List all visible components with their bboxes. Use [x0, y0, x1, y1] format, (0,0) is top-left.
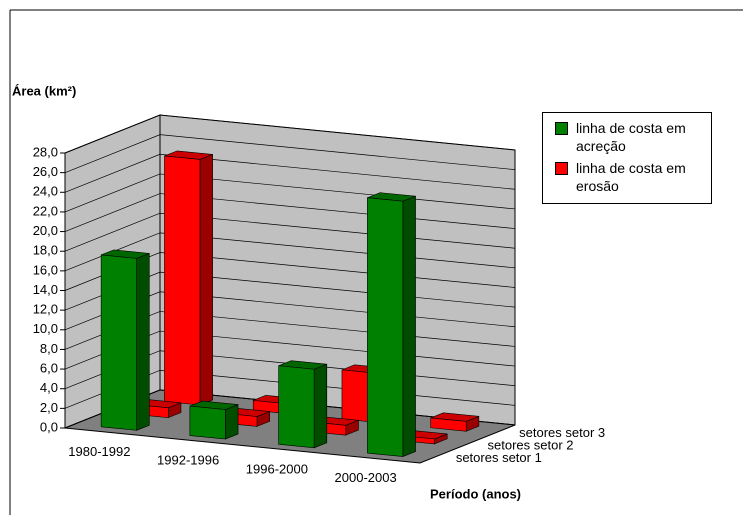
bar	[100, 249, 150, 431]
y-axis-title: Área (km²)	[12, 83, 76, 98]
y-tick-label: 28,0	[33, 144, 58, 159]
y-tick-label: 14,0	[33, 282, 58, 297]
legend-label: linha de costa em erosão	[576, 160, 686, 194]
bar-front	[164, 155, 201, 406]
y-tick-label: 8,0	[40, 341, 58, 356]
x-tick-label: 1996-2000	[246, 461, 308, 476]
bar	[189, 400, 239, 440]
bar-front	[100, 254, 137, 431]
legend-swatch	[555, 162, 568, 175]
legend-item: linha de costa em erosão	[555, 159, 705, 195]
bar-front	[189, 405, 226, 440]
legend-item: linha de costa em acreção	[555, 119, 705, 155]
legend: linha de costa em acreção linha de costa …	[542, 112, 712, 204]
bar	[430, 412, 480, 432]
bar-side	[136, 252, 150, 431]
grid-line	[64, 114, 516, 154]
y-tick-label: 26,0	[33, 164, 58, 179]
bar-front	[367, 197, 404, 457]
grid-line	[64, 134, 516, 173]
bar	[367, 192, 416, 458]
depth-tick-label: setores setor 3	[519, 425, 605, 440]
bar-front	[430, 417, 467, 432]
x-tick-label: 1992-1996	[157, 453, 219, 468]
bar	[164, 150, 213, 406]
y-tick-label: 6,0	[40, 361, 58, 376]
bar	[278, 360, 328, 449]
legend-label: linha de costa em acreção	[576, 120, 686, 154]
y-tick-label: 16,0	[33, 262, 58, 277]
y-tick-label: 18,0	[33, 243, 58, 258]
y-tick-label: 20,0	[33, 223, 58, 238]
y-tick-label: 22,0	[33, 203, 58, 218]
depth-tick-label: setores setor 2	[488, 437, 574, 452]
y-tick-label: 2,0	[40, 400, 58, 415]
bar-front	[278, 365, 315, 449]
y-tick-label: 12,0	[33, 302, 58, 317]
grid-line	[64, 153, 516, 193]
bar-side	[199, 153, 213, 406]
x-tick-label: 2000-2003	[335, 470, 397, 485]
bar-side	[313, 363, 328, 449]
y-tick-label: 0,0	[40, 419, 58, 434]
y-tick-label: 4,0	[40, 380, 58, 395]
x-axis-title: Período (anos)	[430, 486, 521, 501]
bar-side	[402, 195, 416, 458]
depth-tick-label: setores setor 1	[456, 450, 542, 465]
bar-side	[225, 404, 239, 440]
y-tick-label: 24,0	[33, 184, 58, 199]
legend-swatch	[555, 122, 568, 135]
x-tick-label: 1980-1992	[68, 444, 130, 459]
y-tick-label: 10,0	[33, 321, 58, 336]
